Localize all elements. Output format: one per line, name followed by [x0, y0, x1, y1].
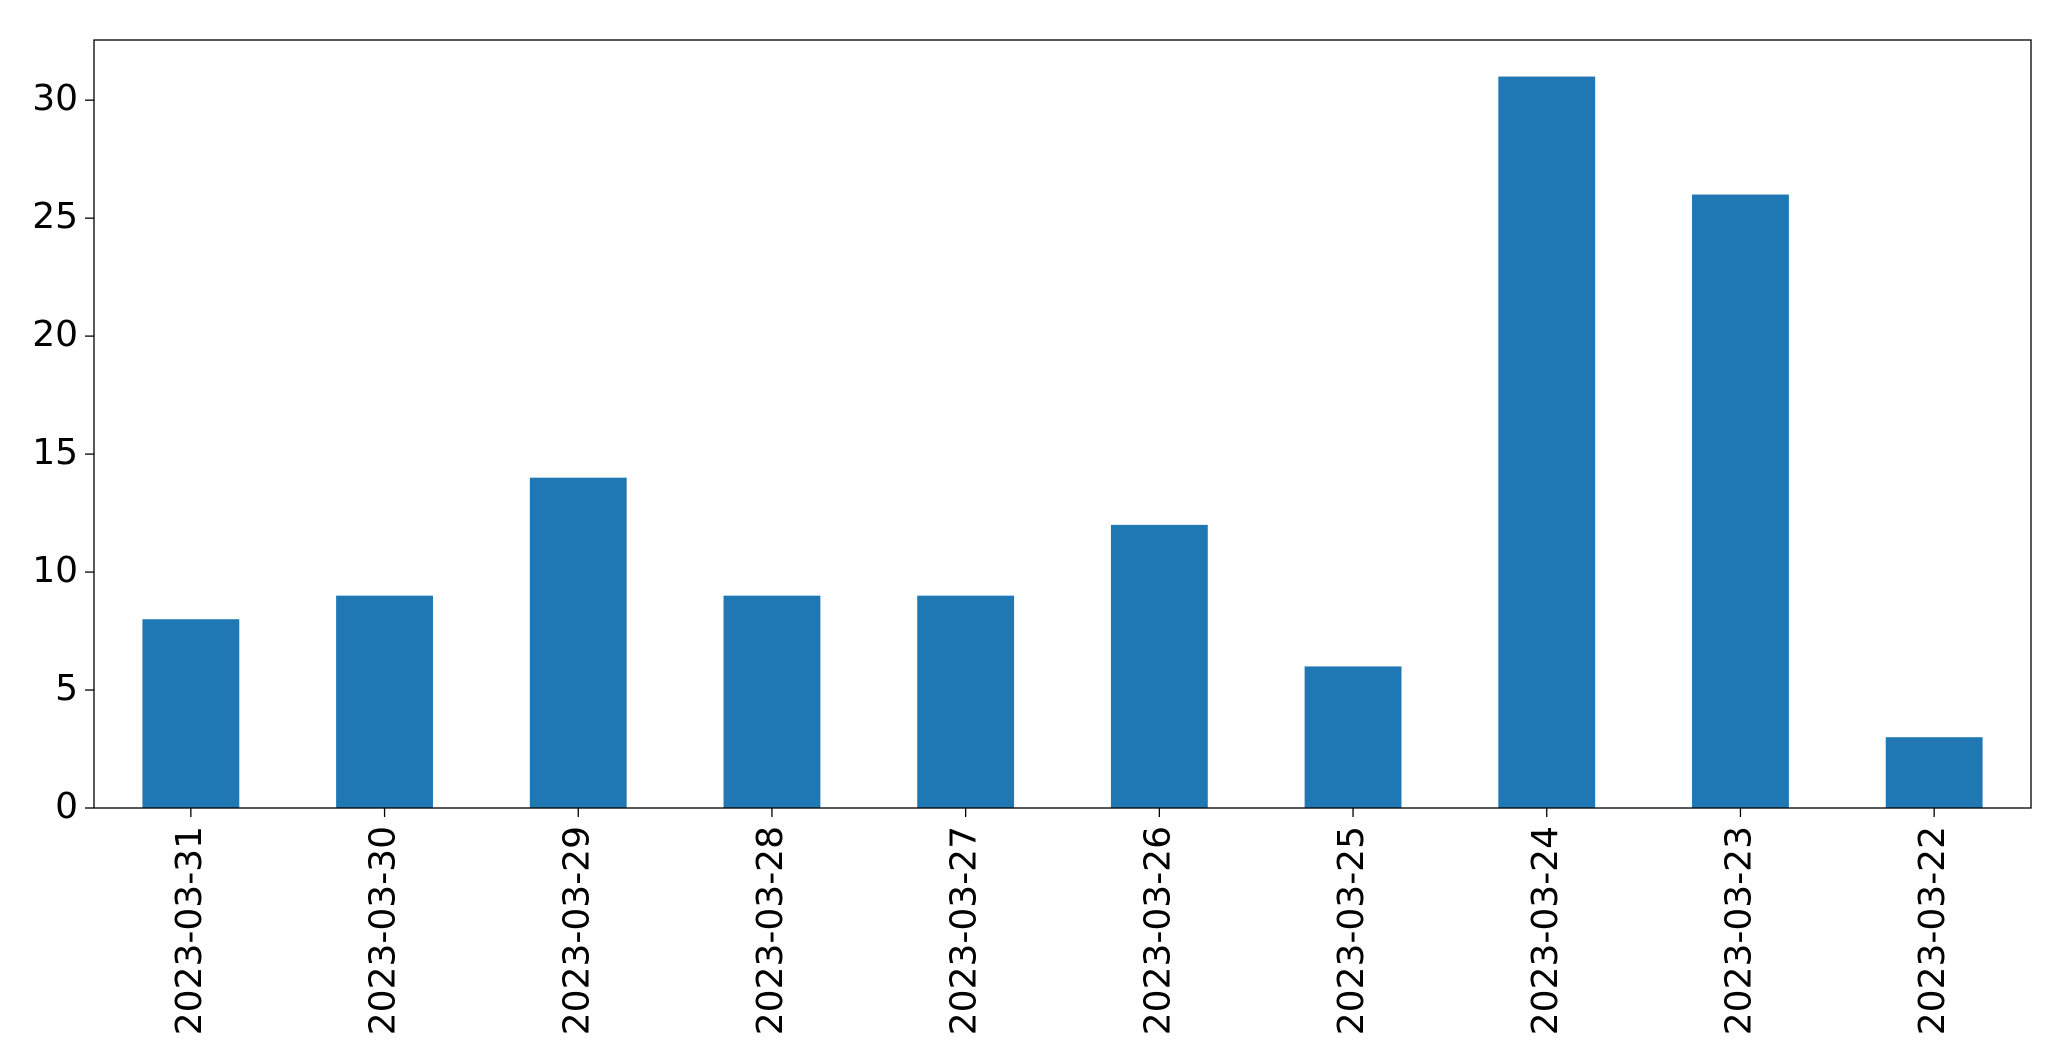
- x-tick-label: 2023-03-24: [1525, 826, 1566, 1035]
- bar: [723, 595, 821, 808]
- bar: [336, 595, 433, 808]
- x-tick-label: 2023-03-27: [944, 826, 985, 1035]
- y-tick-label: 10: [32, 550, 78, 591]
- bar: [1304, 666, 1402, 808]
- plot-frame: [93, 39, 2032, 809]
- bar: [1110, 524, 1208, 808]
- x-tick-label: 2023-03-26: [1137, 826, 1178, 1035]
- bar: [1692, 194, 1789, 809]
- x-tick-label: 2023-03-29: [556, 826, 597, 1035]
- bar: [917, 595, 1015, 808]
- x-tick-label: 2023-03-23: [1718, 826, 1759, 1035]
- bar: [1885, 737, 1983, 808]
- bar: [1498, 76, 1596, 809]
- y-tick-label: 0: [55, 786, 78, 827]
- x-tick-label: 2023-03-28: [750, 826, 791, 1035]
- x-tick-label: 2023-03-25: [1331, 826, 1372, 1035]
- x-tick-label: 2023-03-30: [363, 826, 404, 1035]
- y-tick-label: 25: [32, 196, 78, 237]
- bar: [142, 619, 240, 808]
- y-tick-label: 5: [55, 668, 78, 709]
- bar: [529, 477, 627, 808]
- y-tick-label: 15: [32, 432, 78, 473]
- x-tick-label: 2023-03-31: [169, 826, 210, 1035]
- y-tick-label: 30: [32, 78, 78, 119]
- x-tick-label: 2023-03-22: [1912, 826, 1953, 1035]
- y-tick-label: 20: [32, 314, 78, 355]
